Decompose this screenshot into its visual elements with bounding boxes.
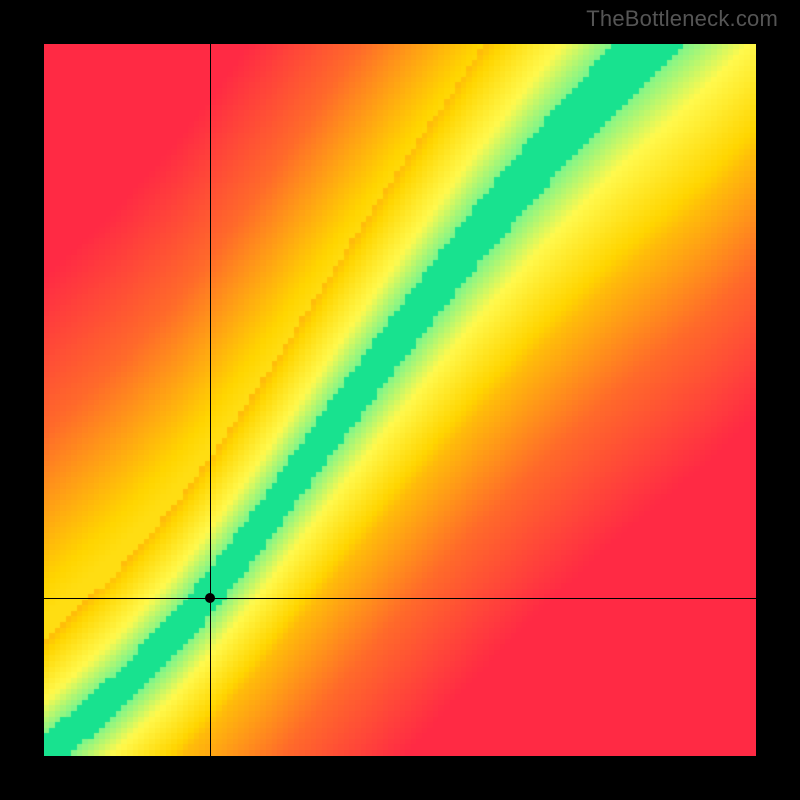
crosshair-marker-dot xyxy=(205,593,215,603)
watermark-text: TheBottleneck.com xyxy=(586,6,778,32)
heatmap-canvas xyxy=(44,44,756,756)
crosshair-vertical-line xyxy=(210,44,211,756)
crosshair-horizontal-line xyxy=(44,598,756,599)
heatmap-plot-area xyxy=(44,44,756,756)
